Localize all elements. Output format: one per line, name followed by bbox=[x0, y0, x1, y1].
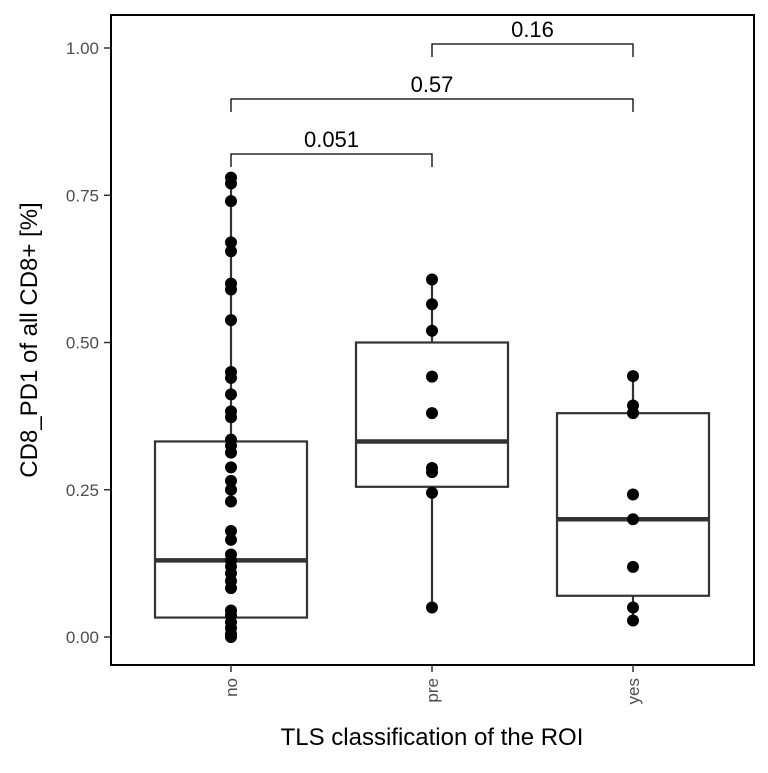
data-point-no-12 bbox=[225, 411, 237, 424]
data-point-yes-0 bbox=[627, 370, 639, 383]
data-point-pre-1 bbox=[426, 298, 438, 311]
data-point-no-33 bbox=[225, 631, 237, 643]
data-point-pre-6 bbox=[426, 466, 438, 479]
y-tick-label-3: 0.75 bbox=[66, 186, 99, 205]
x-axis: no pre yes bbox=[222, 665, 643, 704]
data-point-pre-3 bbox=[426, 370, 438, 383]
data-point-yes-6 bbox=[627, 601, 639, 614]
data-point-pre-4 bbox=[426, 407, 438, 420]
data-point-pre-7 bbox=[426, 486, 438, 499]
data-point-no-16 bbox=[225, 461, 237, 474]
data-point-no-2 bbox=[225, 195, 237, 208]
pvalue-label-no-pre: 0.051 bbox=[304, 127, 359, 152]
data-point-pre-8 bbox=[426, 601, 438, 614]
y-axis: 0.00 0.25 0.50 0.75 1.00 bbox=[66, 39, 111, 647]
data-point-no-18 bbox=[225, 483, 237, 496]
x-tick-label-yes: yes bbox=[624, 678, 643, 704]
data-point-yes-4 bbox=[627, 513, 639, 526]
data-point-no-4 bbox=[225, 245, 237, 258]
data-point-pre-0 bbox=[426, 273, 438, 286]
data-point-no-19 bbox=[225, 495, 237, 508]
x-tick-label-no: no bbox=[222, 678, 241, 697]
points-layer bbox=[225, 171, 639, 643]
x-axis-title: TLS classification of the ROI bbox=[281, 724, 584, 751]
significance-brackets: 0.051 0.57 0.16 bbox=[230, 17, 634, 167]
y-tick-label-0: 0.00 bbox=[66, 628, 99, 647]
y-tick-label-2: 0.50 bbox=[66, 334, 99, 353]
data-point-yes-5 bbox=[627, 560, 639, 573]
data-point-no-1 bbox=[225, 177, 237, 190]
data-point-yes-3 bbox=[627, 488, 639, 501]
y-tick-label-4: 1.00 bbox=[66, 39, 99, 58]
bracket-no-pre bbox=[230, 153, 433, 167]
bracket-no-yes bbox=[230, 98, 634, 112]
data-point-no-27 bbox=[225, 582, 237, 595]
data-point-yes-7 bbox=[627, 614, 639, 627]
data-point-pre-2 bbox=[426, 324, 438, 337]
data-point-no-6 bbox=[225, 283, 237, 296]
y-axis-title: CD8_PD1 of all CD8+ [%] bbox=[16, 202, 43, 477]
x-tick-label-pre: pre bbox=[423, 678, 442, 703]
data-point-no-20 bbox=[225, 524, 237, 537]
data-point-yes-2 bbox=[627, 407, 639, 420]
data-point-no-17 bbox=[225, 474, 237, 487]
pvalue-label-pre-yes: 0.16 bbox=[511, 17, 554, 42]
pvalue-label-no-yes: 0.57 bbox=[411, 72, 454, 97]
data-point-no-3 bbox=[225, 236, 237, 249]
bracket-pre-yes bbox=[431, 43, 634, 57]
data-point-no-21 bbox=[225, 533, 237, 546]
data-point-no-9 bbox=[225, 371, 237, 384]
data-point-no-10 bbox=[225, 388, 237, 401]
data-point-no-7 bbox=[225, 314, 237, 327]
y-tick-label-1: 0.25 bbox=[66, 481, 99, 500]
data-point-no-15 bbox=[225, 446, 237, 459]
